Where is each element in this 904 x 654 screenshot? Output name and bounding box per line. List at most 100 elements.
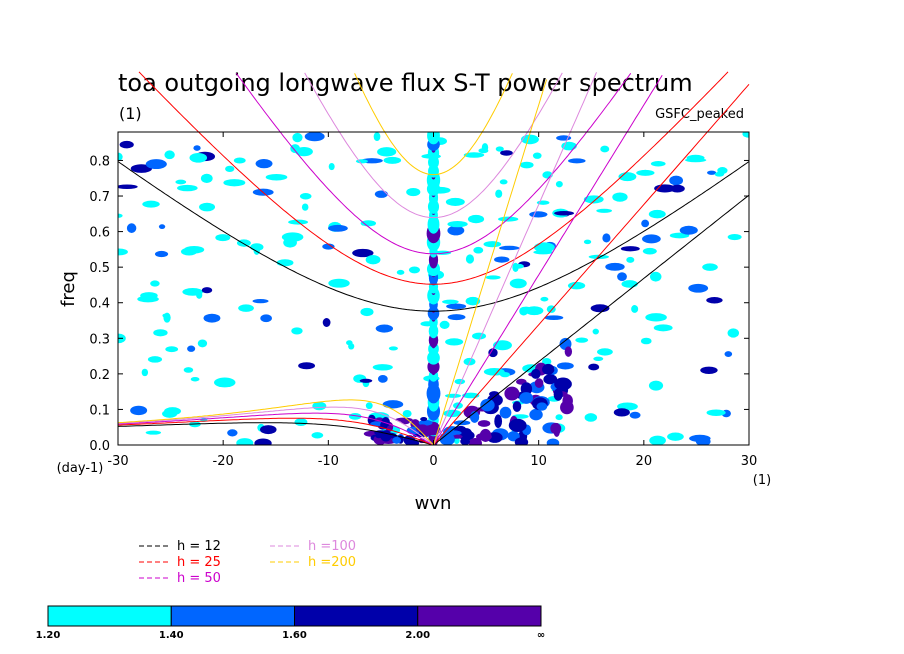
power-contour <box>162 409 178 418</box>
power-contour <box>227 429 238 437</box>
colorbar-segment <box>294 605 419 627</box>
dispersion-curve <box>117 417 434 446</box>
power-contour <box>467 214 485 224</box>
legend-label: h = 25 <box>177 555 221 570</box>
power-contour <box>370 421 384 427</box>
dispersion-curve <box>117 399 434 446</box>
power-contour <box>555 180 563 188</box>
power-contour <box>348 413 362 420</box>
power-contour <box>533 242 555 253</box>
power-contour <box>360 220 377 227</box>
power-contour <box>479 428 492 442</box>
colorbar-label: 1.40 <box>159 630 184 641</box>
power-contour <box>254 438 272 445</box>
dispersion-curve <box>433 79 548 446</box>
colorbar-segment <box>417 605 542 627</box>
power-contour <box>546 438 560 445</box>
colorbar-label: ∞ <box>537 630 545 641</box>
power-contour <box>164 150 175 160</box>
colorbar-label: 1.20 <box>36 630 61 641</box>
x-tick-label: 10 <box>530 454 547 469</box>
chart-subtitle-left: (1) <box>119 104 142 123</box>
dispersion-curve <box>433 74 663 446</box>
power-contour <box>532 152 542 159</box>
power-contour <box>540 296 549 302</box>
power-contour <box>508 418 527 432</box>
power-contour <box>519 392 534 404</box>
dispersion-curve <box>117 161 750 312</box>
power-contour <box>504 386 520 401</box>
power-contour <box>225 165 235 172</box>
dispersion-curve <box>433 194 750 446</box>
power-contour <box>567 281 586 290</box>
power-contour <box>322 243 335 250</box>
colorbar-label: 2.00 <box>405 630 430 641</box>
power-contour <box>352 248 374 258</box>
power-contour <box>375 324 394 333</box>
power-contour <box>485 275 501 280</box>
power-contour <box>276 259 294 267</box>
power-contour <box>631 305 639 313</box>
power-contour <box>706 297 723 304</box>
power-contour <box>618 172 637 182</box>
power-contour <box>542 357 552 366</box>
power-contour <box>533 250 553 255</box>
power-contour <box>260 425 277 435</box>
y-tick-label: 0.6 <box>89 226 110 241</box>
power-contour <box>519 306 529 316</box>
dispersion-curve <box>138 71 729 285</box>
power-contour <box>707 170 717 175</box>
dispersion-curve <box>117 412 434 446</box>
power-contour <box>233 157 246 164</box>
power-contour <box>240 242 248 247</box>
power-contour <box>298 362 316 370</box>
y-tick-label: 0.0 <box>89 439 110 454</box>
power-contour <box>382 400 404 409</box>
power-contour <box>328 162 335 171</box>
y-unit-label: (day-1) <box>57 461 104 476</box>
power-contour <box>667 432 684 441</box>
power-contour <box>165 346 179 353</box>
power-contour <box>583 239 592 245</box>
power-contour <box>463 152 485 158</box>
power-contour <box>383 156 402 164</box>
power-contour <box>402 409 412 418</box>
power-contour <box>447 220 468 228</box>
power-contour <box>669 184 685 193</box>
power-contour <box>512 262 519 272</box>
power-contour <box>562 394 573 408</box>
power-contour <box>688 283 709 293</box>
power-contour <box>639 169 651 176</box>
power-contour <box>346 340 353 346</box>
power-contour <box>727 328 740 338</box>
x-axis: -30 -20 -10 0 10 20 30 <box>107 132 757 469</box>
power-contour <box>493 340 512 351</box>
power-contour <box>312 401 327 411</box>
power-contour <box>706 409 726 416</box>
power-contour <box>597 348 613 356</box>
dispersion-curve <box>117 422 434 446</box>
power-contour <box>322 318 331 327</box>
power-contour <box>119 140 134 149</box>
power-contour <box>620 246 640 252</box>
power-contour <box>468 437 482 445</box>
power-contour <box>554 210 574 216</box>
legend-label: h = 12 <box>177 539 221 554</box>
power-contour <box>584 413 598 422</box>
power-contour <box>642 234 661 244</box>
power-contour <box>265 173 288 181</box>
power-contour <box>454 378 466 385</box>
power-contour <box>420 416 428 422</box>
power-contour <box>203 313 221 323</box>
power-contour <box>183 367 194 373</box>
power-contour <box>700 366 718 374</box>
power-contour <box>281 232 304 242</box>
power-contour <box>375 433 383 439</box>
power-contour <box>299 193 312 200</box>
power-contour <box>238 304 254 312</box>
power-contour <box>495 189 503 198</box>
power-contour <box>686 154 705 161</box>
y-axis: 0.0 0.1 0.2 0.3 0.4 0.5 0.6 0.7 0.8 <box>89 154 749 454</box>
